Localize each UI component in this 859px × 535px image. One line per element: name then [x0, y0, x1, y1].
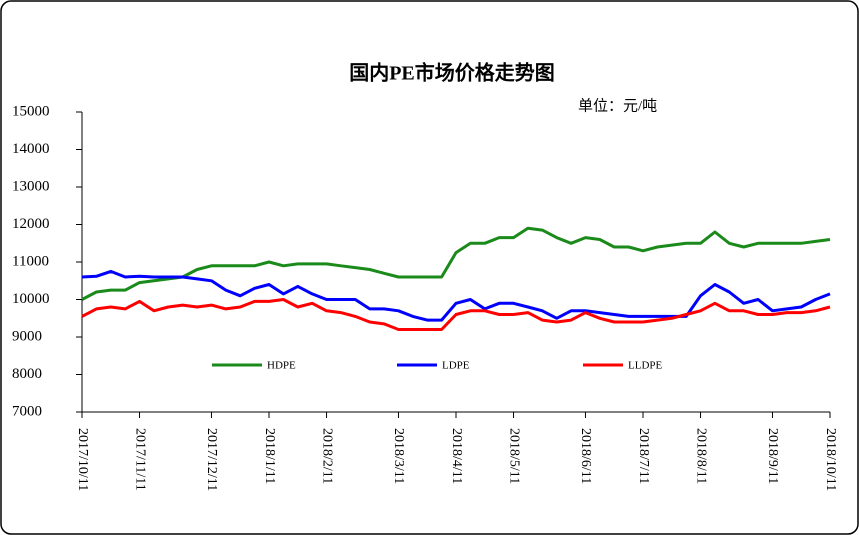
y-tick-label: 8000 — [12, 366, 42, 382]
x-tick-label: 2018/2/11 — [319, 428, 334, 484]
chart-subtitle: 单位：元/吨 — [578, 97, 657, 114]
y-tick-label: 7000 — [12, 403, 42, 419]
y-tick-label: 15000 — [12, 103, 50, 119]
y-tick-label: 9000 — [12, 328, 42, 344]
y-tick-label: 11000 — [12, 253, 49, 269]
series-line — [81, 226, 831, 301]
x-tick-label: 2017/10/11 — [75, 428, 90, 491]
x-tick-label: 2017/12/11 — [204, 428, 219, 491]
legend-label: HDPE — [267, 360, 296, 372]
series-line — [81, 298, 831, 331]
x-tick-label: 2018/8/11 — [693, 428, 708, 484]
x-tick-label: 2017/11/11 — [132, 428, 147, 491]
x-tick-label: 2018/3/11 — [391, 428, 406, 484]
y-tick-label: 12000 — [12, 216, 50, 232]
x-tick-label: 2018/9/11 — [765, 428, 780, 484]
x-tick-label: 2018/1/11 — [262, 428, 277, 484]
x-tick-label: 2018/4/11 — [449, 428, 464, 484]
chart-title: 国内PE市场价格走势图 — [349, 61, 555, 85]
x-tick-label: 2018/7/11 — [636, 428, 651, 484]
series-line — [81, 269, 831, 322]
y-tick-label: 14000 — [12, 141, 50, 157]
y-tick-label: 10000 — [12, 291, 50, 307]
x-tick-label: 2018/10/11 — [823, 428, 838, 491]
x-tick-label: 2018/6/11 — [578, 428, 593, 484]
legend-label: LLDPE — [628, 360, 663, 372]
legend-label: LDPE — [442, 360, 470, 372]
x-tick-label: 2018/5/11 — [506, 428, 521, 484]
y-tick-label: 13000 — [12, 178, 50, 194]
